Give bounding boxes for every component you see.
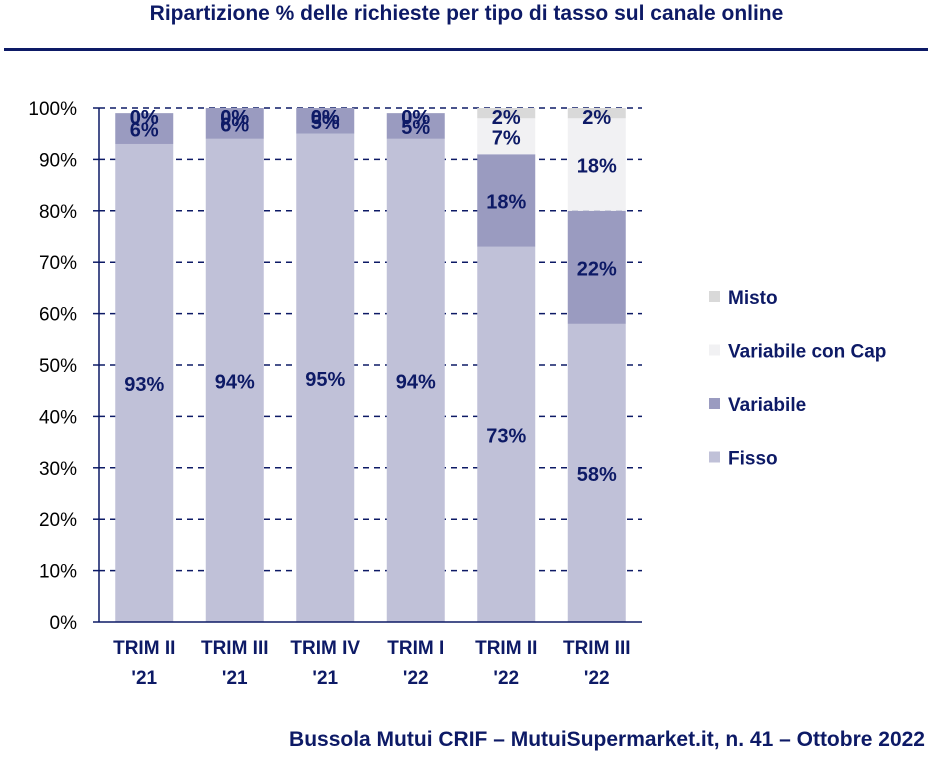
bar-fisso (115, 143, 174, 623)
x-category-label: '21 (312, 668, 338, 689)
x-category-label: '22 (403, 668, 429, 689)
data-label: 0% (130, 107, 159, 129)
title-divider (4, 48, 928, 51)
data-label: 7% (492, 127, 521, 149)
bar-variabile (296, 108, 355, 134)
x-category-label: TRIM II (113, 638, 175, 659)
legend-swatch (709, 344, 720, 356)
data-label: 0% (401, 107, 430, 129)
x-category-label: TRIM III (201, 638, 269, 659)
legend-label: Variabile (728, 395, 806, 416)
bar-misto (477, 108, 536, 119)
bar-fisso (477, 246, 536, 622)
bars (115, 108, 626, 623)
axes (93, 107, 642, 623)
data-label: 0% (401, 107, 430, 129)
data-label: 73% (486, 425, 526, 447)
y-tick-label: 50% (39, 356, 77, 377)
x-category-label: '21 (222, 668, 248, 689)
bar-fisso (205, 138, 264, 622)
bar-fisso (386, 138, 445, 622)
data-label: 0% (311, 107, 340, 129)
data-label: 0% (220, 107, 249, 129)
data-label: 0% (311, 107, 340, 129)
data-label: 2% (582, 107, 611, 129)
chart-title: Ripartizione % delle richieste per tipo … (149, 2, 784, 25)
bar-variabile (115, 113, 174, 144)
x-category-label: TRIM III (563, 638, 631, 659)
y-tick-labels: 0% 10% 20% 30% 40% 50% 60% 70% 80% 90% 100% (28, 99, 77, 634)
y-tick-label: 80% (39, 202, 77, 223)
legend-label: Fisso (728, 449, 778, 470)
bar-fisso (296, 133, 355, 622)
y-tick-label: 30% (39, 459, 77, 480)
y-tick-label: 40% (39, 407, 77, 428)
data-label: 22% (577, 258, 617, 280)
x-category-label: TRIM I (387, 638, 444, 659)
data-label: 0% (130, 107, 159, 129)
data-labels: 93%6%0%0%94%6%0%0%95%5%0%0%94%5%0%0%73%1… (124, 107, 617, 486)
bar-variabile (567, 210, 626, 324)
legend: Misto Variabile con Cap Variabile Fisso (709, 288, 886, 470)
y-tick-label: 0% (50, 613, 78, 634)
x-category-label: '22 (584, 668, 610, 689)
data-label: 93% (124, 374, 164, 396)
data-label: 0% (220, 107, 249, 129)
x-category-label: '21 (131, 668, 157, 689)
data-label: 18% (577, 156, 617, 178)
data-label: 95% (305, 369, 345, 391)
legend-label: Variabile con Cap (728, 342, 886, 363)
bar-variabile (386, 113, 445, 139)
data-label: 94% (396, 371, 436, 393)
bar-variabile-con-cap (477, 118, 536, 155)
y-tick-label: 90% (39, 150, 77, 171)
y-tick-label: 20% (39, 510, 77, 531)
data-label: 6% (220, 114, 249, 136)
x-category-label: TRIM IV (290, 638, 360, 659)
bar-variabile-con-cap (567, 118, 626, 211)
x-category-labels: TRIM II '21 TRIM III '21 TRIM IV '21 TRIM I '22… (113, 638, 630, 689)
bar-variabile (477, 154, 536, 247)
legend-swatch (709, 451, 720, 463)
x-category-label: TRIM II (475, 638, 537, 659)
bar-misto (567, 108, 626, 119)
legend-label: Misto (728, 288, 778, 309)
gridlines (99, 107, 642, 572)
data-label: 18% (486, 192, 526, 214)
y-tick-label: 60% (39, 305, 77, 326)
data-label: 2% (492, 107, 521, 129)
bar-fisso (567, 323, 626, 622)
y-tick-label: 10% (39, 562, 77, 583)
y-tick-label: 100% (28, 99, 77, 120)
data-label: 5% (311, 112, 340, 134)
data-label: 5% (401, 117, 430, 139)
legend-swatch (709, 398, 720, 409)
bar-variabile (205, 108, 264, 139)
data-label: 94% (215, 371, 255, 393)
stacked-bar-chart: 0% 10% 20% 30% 40% 50% 60% 70% 80% 90% 100% TRIM I… (28, 99, 886, 689)
data-label: 58% (577, 464, 617, 486)
data-label: 6% (130, 120, 159, 142)
x-category-label: '22 (493, 668, 519, 689)
y-tick-label: 70% (39, 253, 77, 274)
legend-swatch (709, 291, 720, 302)
footer-source: Bussola Mutui CRIF – MutuiSupermarket.it… (289, 728, 925, 751)
